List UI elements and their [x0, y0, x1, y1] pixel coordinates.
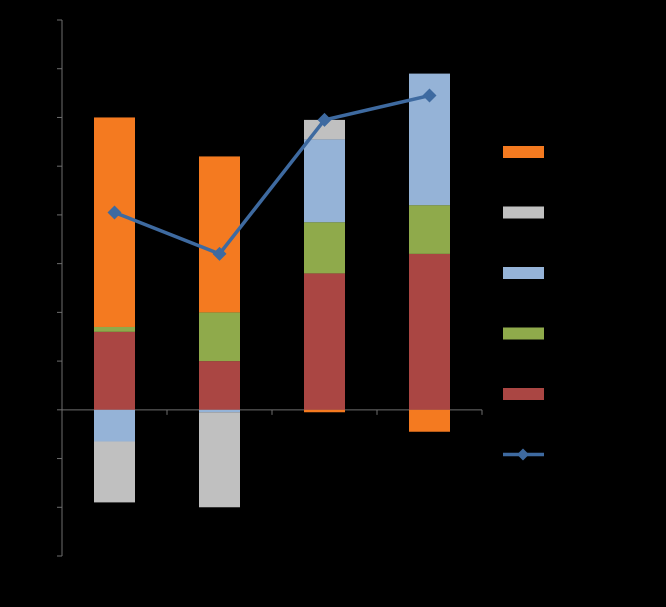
bar-segment [94, 409, 135, 442]
bar-segment [199, 361, 240, 410]
bar-segment [94, 441, 135, 503]
line-marker [422, 88, 437, 103]
legend-swatch [503, 327, 544, 340]
line-marker [107, 205, 122, 220]
bar-segment [409, 205, 450, 254]
legend-swatch [503, 388, 544, 400]
bar-segment [304, 273, 345, 410]
line-marker [317, 112, 332, 127]
legend-swatch [503, 206, 544, 219]
bar-segment [304, 222, 345, 274]
legend-marker [517, 448, 529, 461]
bar-segment [199, 312, 240, 362]
legend-swatch [503, 267, 544, 279]
line [113, 93, 430, 256]
bar-segment [94, 326, 135, 332]
bar-segment [409, 409, 450, 432]
bar-segment [304, 409, 345, 413]
bar-segment [409, 253, 450, 410]
legend-swatch [503, 146, 544, 158]
bar-segment [199, 412, 240, 508]
bar-segment [199, 409, 240, 413]
bar-segment [94, 117, 135, 327]
bar-segment [94, 331, 135, 410]
line-marker [212, 246, 227, 261]
bar-segment [304, 139, 345, 223]
